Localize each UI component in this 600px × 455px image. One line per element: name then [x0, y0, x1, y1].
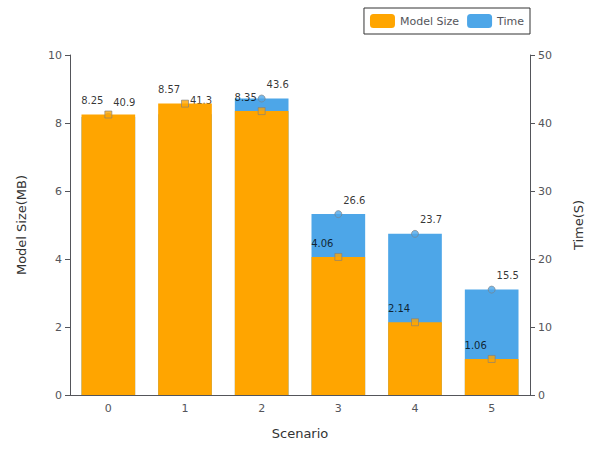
- svg-text:5: 5: [488, 402, 495, 415]
- svg-text:2: 2: [55, 321, 62, 334]
- svg-text:8.25: 8.25: [81, 95, 103, 106]
- svg-text:8.35: 8.35: [235, 92, 257, 103]
- svg-text:0: 0: [55, 389, 62, 402]
- svg-text:30: 30: [538, 185, 552, 198]
- svg-text:8.57: 8.57: [158, 84, 180, 95]
- svg-text:0: 0: [105, 402, 112, 415]
- svg-text:Time(S): Time(S): [571, 200, 586, 251]
- svg-text:40: 40: [538, 117, 552, 130]
- svg-text:1: 1: [182, 402, 189, 415]
- svg-text:23.7: 23.7: [420, 214, 442, 225]
- svg-text:3: 3: [335, 402, 342, 415]
- svg-text:0: 0: [538, 389, 545, 402]
- svg-text:41.3: 41.3: [189, 94, 213, 106]
- svg-text:4: 4: [55, 253, 62, 266]
- svg-text:1.06: 1.06: [465, 340, 487, 351]
- svg-text:6: 6: [55, 185, 62, 198]
- svg-text:40.9: 40.9: [113, 97, 135, 108]
- svg-text:Model Size: Model Size: [400, 15, 459, 28]
- svg-text:20: 20: [538, 253, 552, 266]
- svg-text:8: 8: [55, 117, 62, 130]
- svg-text:2: 2: [258, 402, 265, 415]
- svg-text:4.06: 4.06: [311, 238, 333, 249]
- svg-text:10: 10: [538, 321, 552, 334]
- svg-text:Scenario: Scenario: [272, 426, 329, 441]
- svg-text:4: 4: [412, 402, 419, 415]
- svg-text:15.5: 15.5: [497, 270, 519, 281]
- svg-text:Time: Time: [496, 15, 524, 28]
- svg-text:2.14: 2.14: [388, 303, 410, 314]
- svg-text:43.6: 43.6: [267, 79, 289, 90]
- svg-text:50: 50: [538, 49, 552, 62]
- svg-text:26.6: 26.6: [343, 195, 365, 206]
- svg-text:Model Size(MB): Model Size(MB): [14, 175, 29, 275]
- svg-text:10: 10: [48, 49, 62, 62]
